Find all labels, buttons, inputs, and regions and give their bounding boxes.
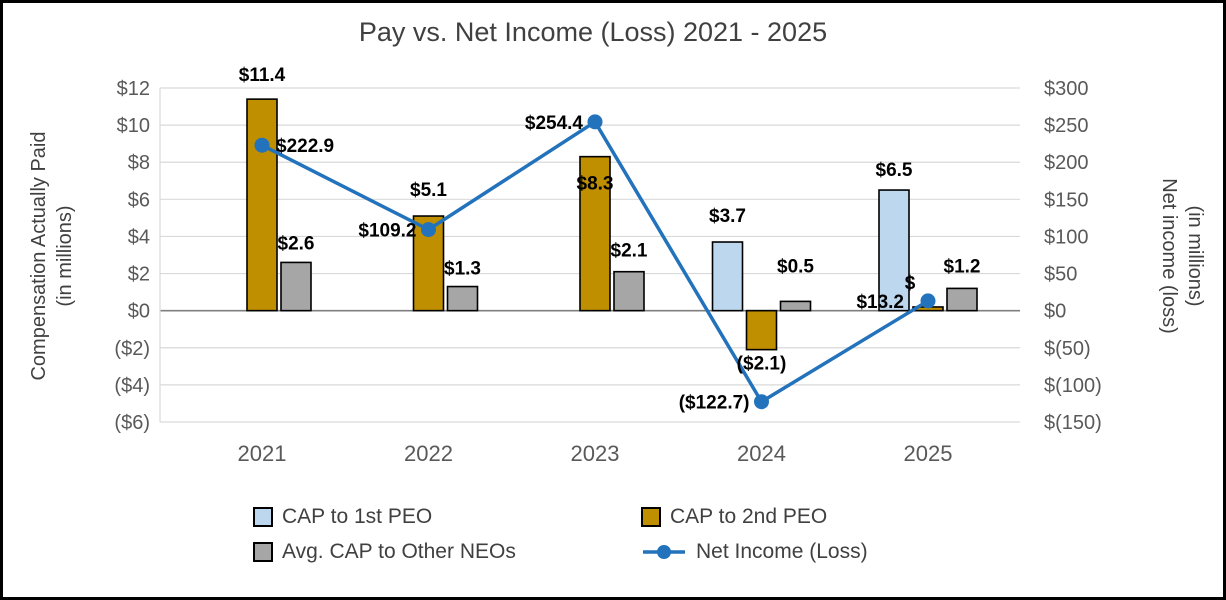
right-tick-0: $300 [1044, 78, 1089, 100]
right-tick-5: $50 [1044, 264, 1077, 286]
left-tick-6: $0 [128, 301, 150, 323]
net-income-point-2021 [254, 137, 270, 153]
label-net_income-2021: $222.9 [276, 136, 334, 157]
label-avg_cap_other_neos-2025: $1.2 [944, 256, 981, 277]
label-avg_cap_other_neos-2022: $1.3 [444, 259, 481, 280]
bar-cap_2nd_peo-2024 [745, 309, 778, 351]
x-axis-label-2025: 2025 [904, 441, 953, 466]
avg-cap-other-neos-swatch-icon [253, 542, 273, 562]
left-tick-0: $12 [117, 78, 150, 100]
label-cap_2nd_peo-2022: $5.1 [410, 180, 447, 201]
legend-label-cap-2nd-peo: CAP to 2nd PEO [670, 505, 828, 528]
label-cap_2nd_peo-2023: $8.3 [577, 174, 614, 195]
label-net_income-2022: $109.2 [358, 221, 416, 242]
bar-cap_2nd_peo-2023 [579, 155, 611, 312]
bar-avg_cap_other_neos-2023 [613, 270, 645, 312]
x-axis-label-2024: 2024 [737, 441, 786, 466]
left-tick-2: $8 [128, 152, 150, 174]
legend-item-cap-1st-peo: CAP to 1st PEO [253, 505, 641, 529]
legend-label-net-income: Net Income (Loss) [696, 540, 868, 563]
left-tick-7: ($2) [114, 338, 150, 360]
legend-label-avg-cap-other-neos: Avg. CAP to Other NEOs [282, 540, 516, 563]
legend-item-cap-2nd-peo: CAP to 2nd PEO [641, 505, 868, 529]
right-tick-4: $100 [1044, 226, 1089, 248]
label-cap_1st_peo-2024: $3.7 [709, 206, 746, 227]
net-income-line-marker-icon [643, 545, 685, 559]
cap-1st-peo-swatch-icon [253, 507, 273, 527]
right-tick-2: $200 [1044, 152, 1089, 174]
left-tick-9: ($6) [114, 412, 150, 434]
right-tick-6: $0 [1044, 301, 1066, 323]
label-cap_2nd_peo-2025: $ [905, 273, 916, 294]
right-tick-9: $(150) [1044, 412, 1102, 434]
bar-avg_cap_other_neos-2021 [280, 261, 312, 312]
bar-cap_1st_peo-2024 [711, 241, 744, 312]
label-avg_cap_other_neos-2024: $0.5 [777, 256, 814, 277]
x-axis-label-2023: 2023 [571, 441, 620, 466]
legend: CAP to 1st PEO CAP to 2nd PEO Avg. CAP t… [253, 505, 868, 564]
x-axis-label-2022: 2022 [404, 441, 453, 466]
label-net_income-2025: $13.2 [856, 292, 904, 313]
net-income-point-2022 [421, 222, 436, 238]
cap-2nd-peo-swatch-icon [641, 507, 661, 527]
bar-avg_cap_other_neos-2024 [779, 300, 812, 312]
bar-cap_1st_peo-2025 [878, 189, 910, 312]
label-cap_2nd_peo-2021: $11.4 [239, 65, 286, 86]
chart-title: Pay vs. Net Income (Loss) 2021 - 2025 [358, 17, 828, 47]
label-cap_1st_peo-2025: $6.5 [876, 160, 913, 181]
net-income-point-2024 [754, 394, 769, 410]
right-tick-8: $(100) [1044, 375, 1102, 397]
legend-item-avg-cap-other-neos: Avg. CAP to Other NEOs [253, 540, 641, 564]
legend-label-cap-1st-peo: CAP to 1st PEO [282, 505, 433, 528]
left-tick-3: $6 [128, 189, 150, 211]
x-axis-label-2021: 2021 [238, 441, 287, 466]
left-tick-5: $2 [128, 264, 150, 286]
label-net_income-2024: ($122.7) [679, 393, 750, 414]
chart-canvas: $12 $300 $10 $250 $8 $200 $6 $150 $4 $100 $2 $50 $0 $… [114, 65, 1102, 466]
label-net_income-2023: $254.4 [525, 113, 584, 134]
net-income-point-2025 [920, 293, 936, 309]
label-cap_2nd_peo-2024: ($2.1) [737, 354, 787, 375]
label-avg_cap_other_neos-2021: $2.6 [278, 233, 315, 254]
net-income-point-2023 [587, 114, 603, 130]
left-tick-1: $10 [117, 115, 150, 137]
bar-avg_cap_other_neos-2025 [946, 287, 978, 312]
label-avg_cap_other_neos-2023: $2.1 [611, 241, 648, 262]
bar-avg_cap_other_neos-2022 [446, 285, 479, 312]
legend-item-net-income: Net Income (Loss) [641, 540, 868, 564]
right-tick-7: $(50) [1044, 338, 1091, 360]
right-tick-1: $250 [1044, 115, 1089, 137]
right-tick-3: $150 [1044, 189, 1089, 211]
bar-cap_2nd_peo-2021 [246, 98, 278, 312]
left-tick-4: $4 [128, 226, 150, 248]
left-tick-8: ($4) [114, 375, 150, 397]
